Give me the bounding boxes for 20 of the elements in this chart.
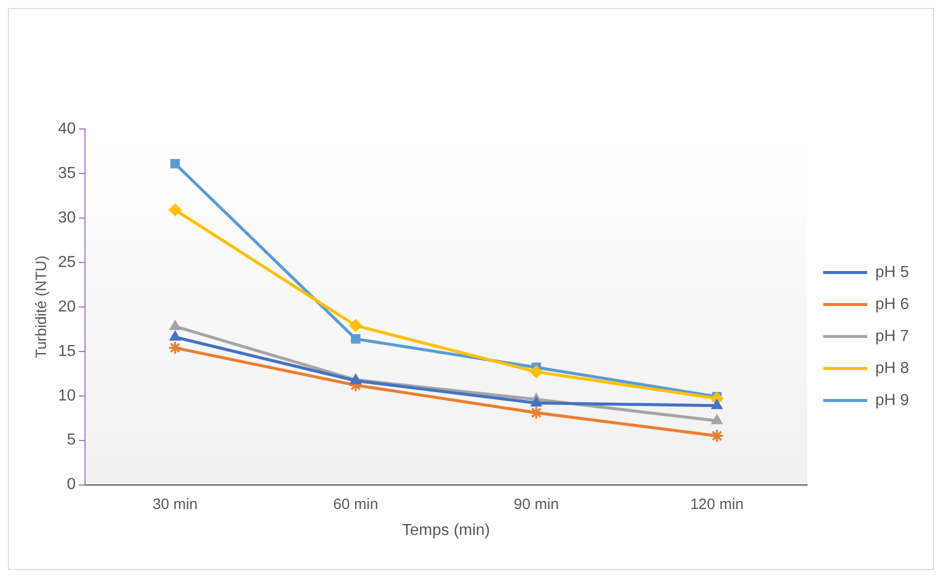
y-axis-title: Turbidité (NTU) <box>33 256 50 358</box>
legend-label: pH 7 <box>875 328 910 345</box>
y-tick-label: 20 <box>58 298 76 316</box>
legend-label: pH 6 <box>875 296 910 313</box>
x-tick-label: 90 min <box>514 496 559 513</box>
y-tick-label: 35 <box>58 164 76 182</box>
legend-label: pH 9 <box>875 392 910 409</box>
legend-label: pH 8 <box>875 360 910 377</box>
y-tick-label: 25 <box>58 254 76 271</box>
y-tick-label: 10 <box>58 387 76 404</box>
y-tick-label: 40 <box>58 120 76 138</box>
y-tick-label: 5 <box>66 432 76 449</box>
legend-label: pH 5 <box>875 264 910 281</box>
y-tick-label: 15 <box>58 342 76 360</box>
y-tick-label: 0 <box>66 476 76 494</box>
x-tick-label: 120 min <box>690 496 744 513</box>
y-tick-label: 30 <box>58 209 76 226</box>
x-axis-title: Temps (min) <box>402 522 490 539</box>
x-tick-label: 60 min <box>333 496 378 513</box>
x-tick-label: 30 min <box>152 496 198 513</box>
